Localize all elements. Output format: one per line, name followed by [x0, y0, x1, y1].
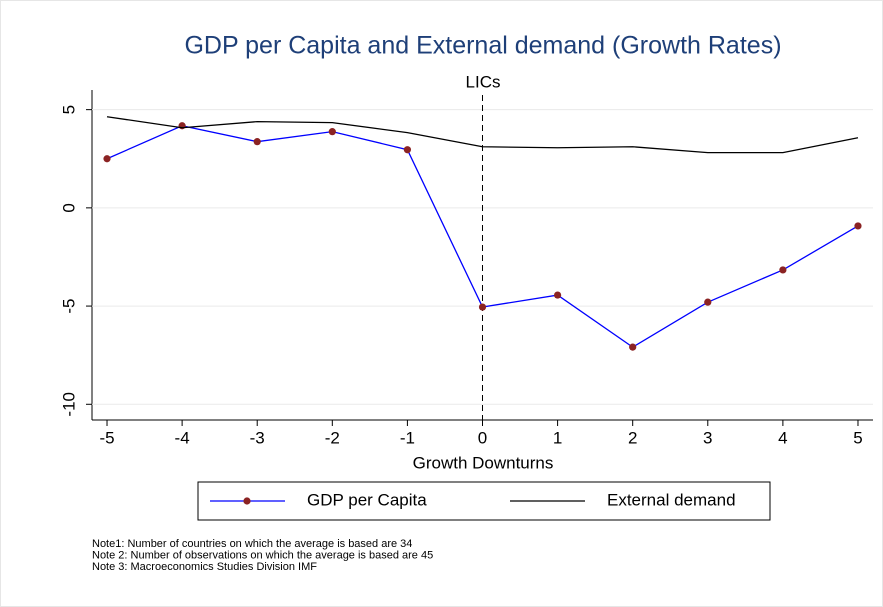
x-tick-label: 0 [478, 428, 487, 447]
marker [779, 266, 787, 274]
note: Note1: Number of countries on which the … [92, 538, 412, 550]
x-tick-label: -4 [175, 428, 190, 447]
y-tick-label: -10 [59, 392, 78, 417]
x-tick-label: 2 [628, 428, 637, 447]
note: Note 3: Macroeconomics Studies Division … [92, 561, 317, 573]
marker [328, 128, 336, 136]
y-tick-label: -5 [59, 299, 78, 314]
x-tick-label: 1 [553, 428, 562, 447]
y-tick-label: 0 [59, 203, 78, 212]
x-tick-label: -3 [250, 428, 265, 447]
marker [478, 303, 487, 311]
x-tick-label: -2 [325, 428, 340, 447]
x-tick-label: 3 [703, 428, 712, 447]
marker [629, 343, 637, 351]
legend-label: GDP per Capita [307, 490, 427, 509]
x-tick-label: -1 [400, 428, 415, 447]
x-tick-label: 4 [778, 428, 787, 447]
marker [704, 298, 712, 306]
marker [403, 146, 412, 154]
chart-subtitle: LICs [466, 72, 501, 91]
marker [553, 291, 562, 299]
marker [854, 222, 862, 230]
legend-label: External demand [607, 490, 736, 509]
y-tick-label: 5 [59, 105, 78, 114]
chart-title: GDP per Capita and External demand (Grow… [184, 32, 781, 60]
note: Note 2: Number of observations on which … [92, 549, 433, 561]
x-tick-label: 5 [853, 428, 862, 447]
x-tick-label: -5 [99, 428, 114, 447]
series-line [106, 116, 859, 154]
marker [253, 138, 261, 146]
legend [197, 481, 771, 521]
marker [103, 155, 111, 163]
x-axis-label: Growth Downturns [413, 453, 554, 472]
legend-marker [243, 497, 251, 505]
